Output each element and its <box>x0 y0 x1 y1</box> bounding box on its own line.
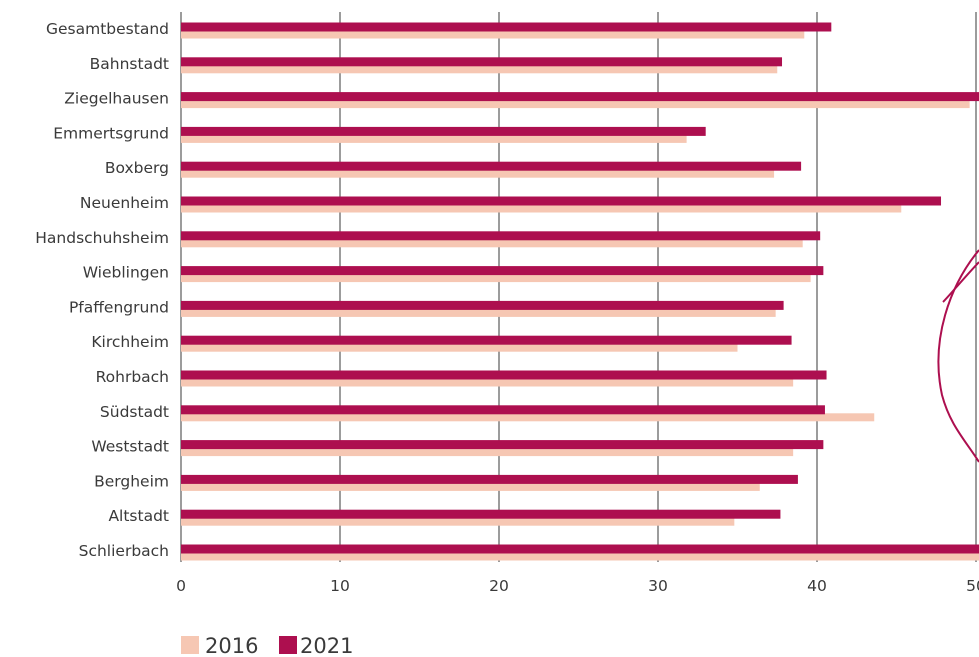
bar-2021-wieblingen <box>181 266 824 276</box>
category-labels: Gesamtbestand Bahnstadt Ziegelhausen Emmert… <box>35 20 169 560</box>
category-label-emmertsgrund: Emmertsgrund <box>53 124 169 142</box>
bars <box>181 22 979 561</box>
bar-2016-weststadt <box>181 448 794 457</box>
x-tick-label-20: 20 <box>489 577 509 595</box>
bar-2016-schlierbach <box>181 552 979 561</box>
category-label-bergheim: Bergheim <box>94 472 169 490</box>
bar-2021-schlierbach <box>181 544 979 554</box>
x-tick-label-0: 0 <box>176 577 186 595</box>
x-tick-label-30: 30 <box>648 577 668 595</box>
bar-2021-ziegelhausen <box>181 92 979 102</box>
bar-2021-weststadt <box>181 440 824 450</box>
legend-swatch-2021 <box>279 636 297 654</box>
bar-2016-pfaffengrund <box>181 308 776 317</box>
category-label-neuenheim: Neuenheim <box>80 194 169 212</box>
category-label-weststadt: Weststadt <box>91 438 169 456</box>
category-label-ziegelhausen: Ziegelhausen <box>64 90 169 108</box>
legend-label-2016: 2016 <box>205 634 258 657</box>
category-label-kirchheim: Kirchheim <box>91 333 169 351</box>
bar-2021-gesamtbestand <box>181 22 832 32</box>
bar-2016-bergheim <box>181 482 760 491</box>
category-label-bahnstadt: Bahnstadt <box>90 55 169 73</box>
bar-2016-rohrbach <box>181 378 794 387</box>
bar-2016-kirchheim <box>181 343 738 352</box>
decorative-arc <box>937 249 979 463</box>
bar-2021-rohrbach <box>181 370 827 380</box>
category-label-gesamtbestand: Gesamtbestand <box>46 20 169 38</box>
bar-2021-emmertsgrund <box>181 126 706 136</box>
bar-2021-bergheim <box>181 474 798 484</box>
category-label-altstadt: Altstadt <box>108 507 169 525</box>
bar-2016-altstadt <box>181 517 735 526</box>
category-label-rohrbach: Rohrbach <box>96 368 169 386</box>
category-label-handschuhsheim: Handschuhsheim <box>35 229 169 247</box>
bar-2016-neuenheim <box>181 204 902 213</box>
category-label-sudstadt: Südstadt <box>100 403 169 421</box>
bar-2016-boxberg <box>181 169 775 178</box>
decorative-curve-inner <box>942 261 979 303</box>
category-label-pfaffengrund: Pfaffengrund <box>69 298 169 316</box>
x-axis-tick-labels: 0 10 20 30 40 50 <box>176 577 979 595</box>
category-label-wieblingen: Wieblingen <box>83 264 169 282</box>
x-tick-label-40: 40 <box>807 577 827 595</box>
x-tick-label-10: 10 <box>330 577 350 595</box>
category-label-boxberg: Boxberg <box>105 159 169 177</box>
bar-2016-wieblingen <box>181 274 811 283</box>
legend: 2016 2021 <box>181 634 353 657</box>
bar-2016-emmertsgrund <box>181 134 687 143</box>
bar-2021-neuenheim <box>181 196 942 206</box>
bar-2016-gesamtbestand <box>181 30 805 39</box>
bar-2021-handschuhsheim <box>181 231 821 241</box>
bar-2016-handschuhsheim <box>181 239 803 248</box>
bar-2021-kirchheim <box>181 335 792 345</box>
category-label-schlierbach: Schlierbach <box>79 542 169 560</box>
legend-swatch-2016 <box>181 636 199 654</box>
bar-2016-ziegelhausen <box>181 100 970 109</box>
x-tick-label-50: 50 <box>966 577 979 595</box>
bar-2021-bahnstadt <box>181 57 783 67</box>
bar-2021-pfaffengrund <box>181 300 784 310</box>
bar-2016-bahnstadt <box>181 65 778 74</box>
bar-2021-boxberg <box>181 161 802 171</box>
decorative-curve <box>937 249 979 463</box>
bar-2016-sudstadt <box>181 413 875 422</box>
legend-label-2021: 2021 <box>300 634 353 657</box>
bar-2021-altstadt <box>181 509 781 519</box>
bar-2021-sudstadt <box>181 405 825 415</box>
